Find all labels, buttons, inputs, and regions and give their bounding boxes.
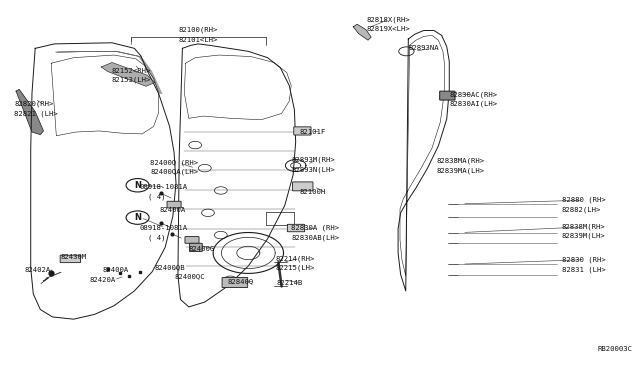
Text: 82153(LH>: 82153(LH> [112, 77, 152, 83]
Text: 08918-1081A: 08918-1081A [140, 225, 188, 231]
Text: 82893NA: 82893NA [408, 45, 439, 51]
Text: 82838M(RH>: 82838M(RH> [562, 224, 605, 230]
FancyBboxPatch shape [440, 91, 455, 100]
Text: 82214B: 82214B [276, 280, 303, 286]
FancyBboxPatch shape [185, 237, 199, 243]
Text: 82402A: 82402A [24, 267, 51, 273]
FancyBboxPatch shape [60, 255, 81, 263]
Text: 82820(RH>: 82820(RH> [14, 101, 54, 108]
Text: 82830A (RH>: 82830A (RH> [291, 224, 339, 231]
Text: 08918-1081A: 08918-1081A [140, 184, 188, 190]
Text: 82882(LH>: 82882(LH> [562, 207, 602, 214]
Text: 82821 (LH>: 82821 (LH> [14, 110, 58, 117]
Text: 82215(LH>: 82215(LH> [275, 264, 315, 271]
Text: 82838MA(RH>: 82838MA(RH> [436, 157, 484, 164]
Text: 82840Q: 82840Q [227, 278, 253, 284]
FancyBboxPatch shape [189, 243, 202, 251]
Text: 82893M(RH>: 82893M(RH> [291, 157, 335, 163]
Text: 82880 (RH>: 82880 (RH> [562, 197, 605, 203]
FancyBboxPatch shape [294, 127, 311, 135]
FancyBboxPatch shape [292, 182, 313, 191]
Text: 82819X<LH>: 82819X<LH> [366, 26, 410, 32]
Polygon shape [16, 89, 44, 135]
Text: 82100(RH>: 82100(RH> [179, 26, 218, 33]
Text: 82818X(RH>: 82818X(RH> [366, 16, 410, 23]
Text: 82830AB(LH>: 82830AB(LH> [291, 234, 339, 241]
Polygon shape [101, 62, 155, 86]
Text: RB20003C: RB20003C [597, 346, 632, 352]
Text: 82830AI(LH>: 82830AI(LH> [449, 101, 497, 108]
Text: 82400QC: 82400QC [174, 273, 205, 279]
Text: 82101F: 82101F [300, 129, 326, 135]
Polygon shape [353, 24, 371, 40]
Text: 82152<RH>: 82152<RH> [112, 68, 152, 74]
Text: 82400QB: 82400QB [155, 264, 186, 270]
Text: 82839MA(LH>: 82839MA(LH> [436, 167, 484, 174]
Text: 82400A: 82400A [160, 207, 186, 213]
Text: 82400G: 82400G [189, 246, 215, 252]
Text: 82830AC(RH>: 82830AC(RH> [449, 92, 497, 98]
Text: 82101<LH>: 82101<LH> [179, 37, 218, 43]
Text: 82400QA(LH>: 82400QA(LH> [150, 169, 198, 176]
Text: 82430M: 82430M [61, 254, 87, 260]
Text: 82839M(LH>: 82839M(LH> [562, 233, 605, 240]
Text: ( 4): ( 4) [148, 193, 166, 200]
Text: 82214(RH>: 82214(RH> [275, 255, 315, 262]
FancyBboxPatch shape [287, 224, 305, 232]
Text: 82400Q (RH>: 82400Q (RH> [150, 160, 198, 166]
Text: 82400A: 82400A [102, 267, 129, 273]
Text: 82831 (LH>: 82831 (LH> [562, 266, 605, 273]
Text: ( 4): ( 4) [148, 234, 166, 241]
Text: 82420A: 82420A [90, 277, 116, 283]
Text: 82100H: 82100H [300, 189, 326, 195]
FancyBboxPatch shape [222, 278, 248, 288]
Text: 82893N(LH>: 82893N(LH> [291, 166, 335, 173]
FancyBboxPatch shape [167, 201, 181, 208]
Text: 82830 (RH>: 82830 (RH> [562, 256, 605, 263]
Text: N: N [134, 181, 141, 190]
Text: N: N [134, 213, 141, 222]
